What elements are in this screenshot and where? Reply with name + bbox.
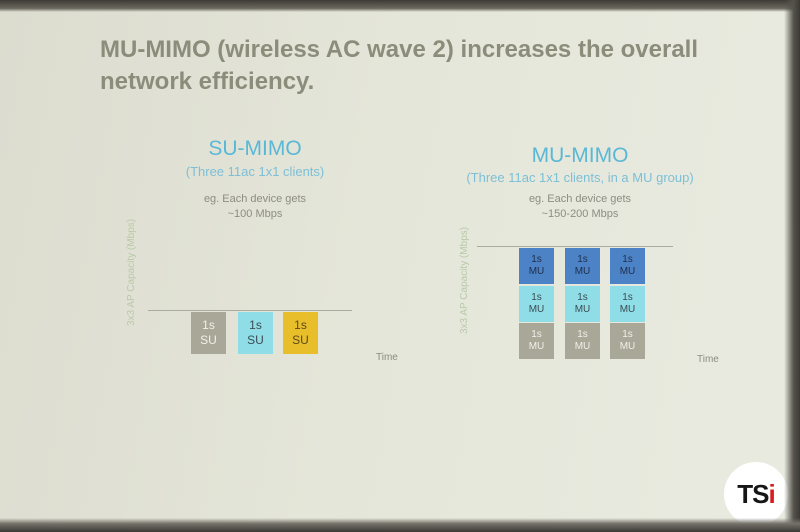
su-mimo-note-line2: ~100 Mbps <box>227 208 283 220</box>
mu-mimo-heading: MU-MIMO <box>531 144 629 167</box>
mu-block-r3-c2: 1s MU <box>565 323 600 359</box>
mu-block-time: 1s <box>622 292 633 303</box>
mu-mimo-note-line2: ~150-200 Mbps <box>541 208 619 220</box>
mu-block-time: 1s <box>577 329 588 340</box>
su-mimo-y-axis-label: 3x3 AP Capacity (Mbps) <box>126 218 137 326</box>
tsi-logo: TS i <box>724 462 788 526</box>
mu-block-r1-c2: 1s MU <box>565 248 600 284</box>
su-block-2-time: 1s <box>249 318 262 332</box>
su-block-2: 1s SU <box>238 312 273 354</box>
mu-block-time: 1s <box>577 292 588 303</box>
mu-mimo-capacity-line <box>477 246 673 247</box>
mu-block-time: 1s <box>622 329 633 340</box>
mu-block-r1-c1: 1s MU <box>519 248 554 284</box>
screen-frame-right <box>784 0 800 532</box>
su-block-3-label: SU <box>292 333 309 347</box>
su-mimo-note-line1: eg. Each device gets <box>203 193 307 205</box>
su-block-3-time: 1s <box>294 318 307 332</box>
su-mimo-heading: SU-MIMO <box>208 137 302 160</box>
mu-block-time: 1s <box>531 254 542 265</box>
su-block-3: 1s SU <box>283 312 318 354</box>
screen-frame-top <box>0 0 800 12</box>
mu-block-label: MU <box>528 266 545 277</box>
mu-mimo-note-line1: eg. Each device gets <box>528 193 632 205</box>
mu-mimo-y-axis-label: 3x3 AP Capacity (Mbps) <box>459 226 470 334</box>
su-block-1: 1s SU <box>191 312 226 354</box>
mu-mimo-note: eg. Each device gets ~150-200 Mbps <box>495 192 665 222</box>
tsi-logo-accent: i <box>768 478 776 509</box>
mu-block-r2-c3: 1s MU <box>610 286 645 322</box>
mu-block-time: 1s <box>531 329 542 340</box>
tsi-logo-text: TS <box>737 478 769 509</box>
su-block-2-label: SU <box>247 333 264 347</box>
mu-block-time: 1s <box>577 254 588 265</box>
su-block-1-time: 1s <box>202 318 215 332</box>
mu-block-label: MU <box>528 304 545 315</box>
mu-block-time: 1s <box>531 292 542 303</box>
mu-block-label: MU <box>574 341 591 352</box>
su-mimo-subheading: (Three 11ac 1x1 clients) <box>185 164 325 179</box>
mu-block-label: MU <box>619 304 636 315</box>
slide-title: MU-MIMO (wireless AC wave 2) increases t… <box>100 36 698 95</box>
mu-block-r3-c3: 1s MU <box>610 323 645 359</box>
screen-frame-bottom <box>0 518 800 532</box>
mu-block-label: MU <box>574 304 591 315</box>
su-mimo-note: eg. Each device gets ~100 Mbps <box>170 192 340 222</box>
mu-block-r1-c3: 1s MU <box>610 248 645 284</box>
mu-block-time: 1s <box>622 254 633 265</box>
mu-block-r3-c1: 1s MU <box>519 323 554 359</box>
mu-mimo-subheading: (Three 11ac 1x1 clients, in a MU group) <box>466 170 694 185</box>
su-block-1-label: SU <box>200 333 217 347</box>
su-mimo-capacity-line <box>148 310 352 311</box>
mu-block-label: MU <box>574 266 591 277</box>
mu-block-r2-c1: 1s MU <box>519 286 554 322</box>
mu-block-r2-c2: 1s MU <box>565 286 600 322</box>
mu-block-label: MU <box>528 341 545 352</box>
mu-mimo-time-label: Time <box>697 354 719 365</box>
mu-block-label: MU <box>619 341 636 352</box>
su-mimo-time-label: Time <box>376 352 398 363</box>
mu-block-label: MU <box>619 266 636 277</box>
